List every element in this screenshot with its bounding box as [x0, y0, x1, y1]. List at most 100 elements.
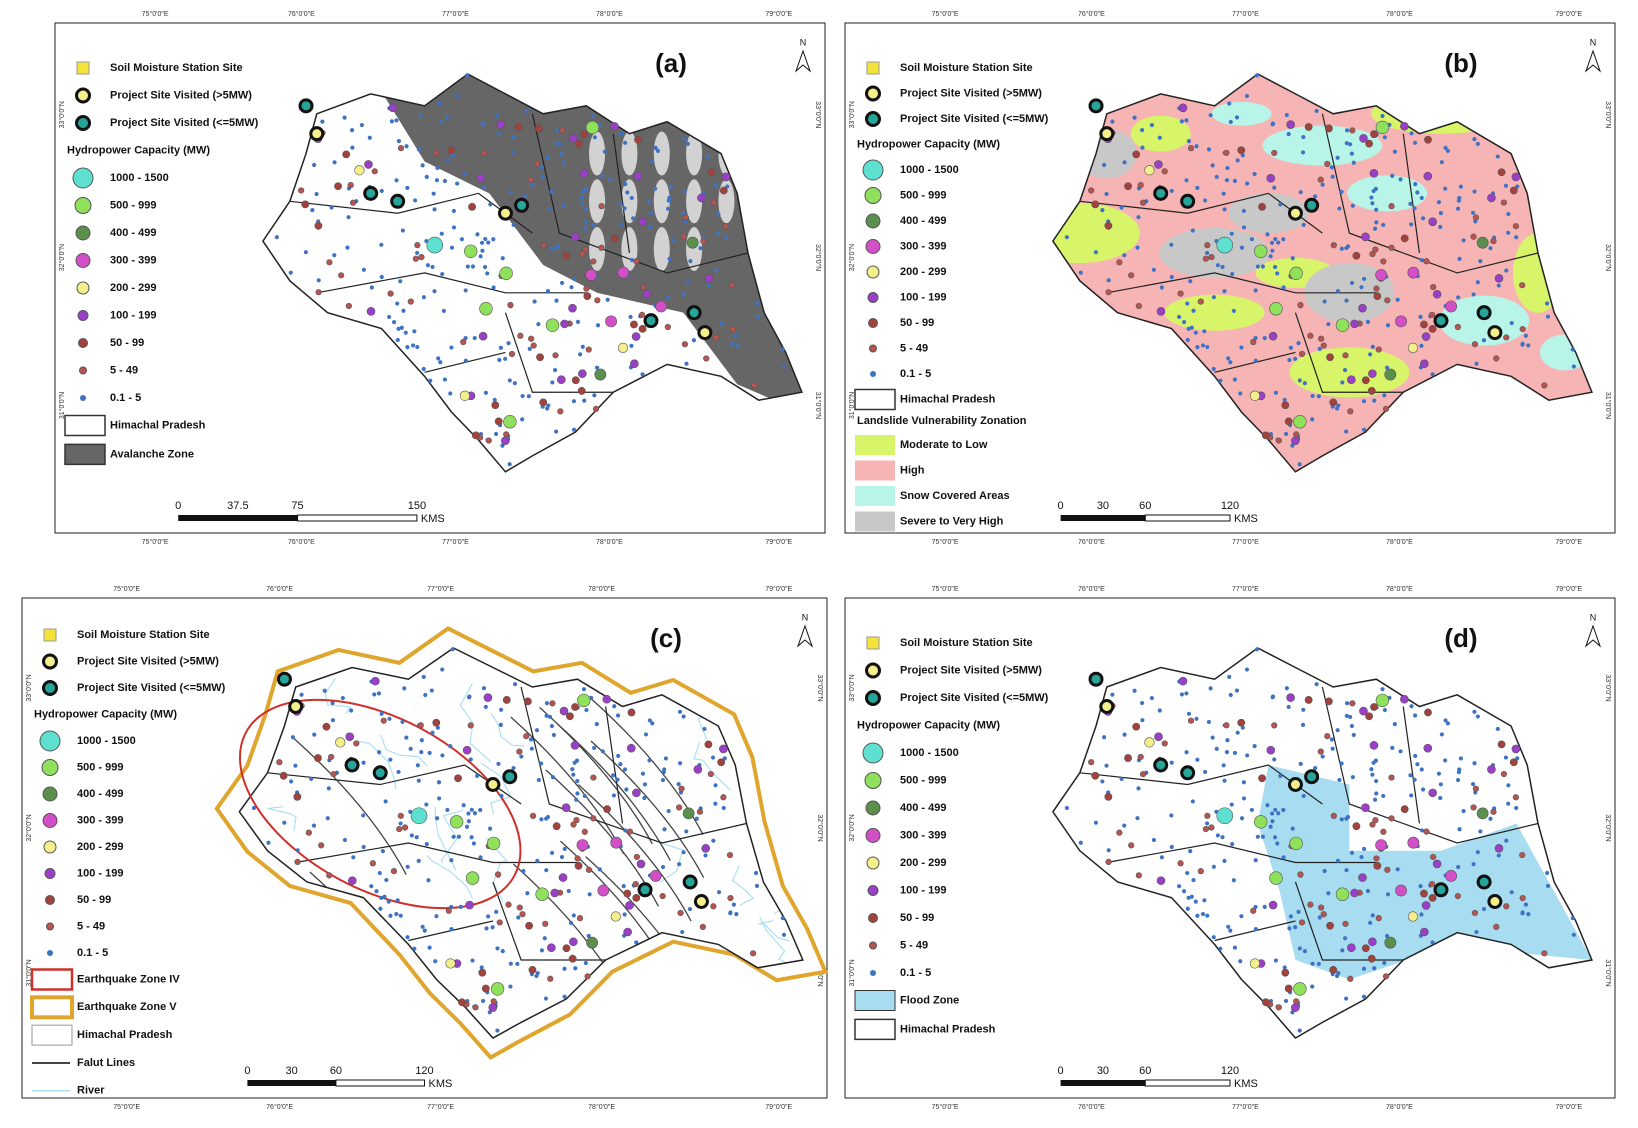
- site-dot: [1206, 719, 1211, 725]
- site-dot: [1359, 134, 1368, 143]
- site-dot: [428, 378, 433, 383]
- site-dot: [1291, 1003, 1300, 1012]
- site-dot: [1361, 803, 1370, 812]
- site-dot: [629, 195, 634, 201]
- fault-line: [577, 784, 692, 922]
- longitude-label: 76°0'0"E: [1078, 10, 1105, 18]
- site-dot: [332, 253, 337, 258]
- site-dot: [1205, 344, 1210, 350]
- site-dot: [334, 182, 342, 191]
- site-dot: [1225, 165, 1230, 171]
- site-dot: [682, 137, 687, 142]
- site-dot: [1475, 280, 1480, 285]
- legend-swatch: [75, 87, 91, 104]
- site-dot: [1365, 139, 1373, 148]
- site-dot: [394, 178, 399, 183]
- site-dot: [1457, 827, 1462, 832]
- site-dot: [1249, 958, 1260, 969]
- site-dot: [1390, 173, 1395, 178]
- legend-label: 50 - 99: [110, 337, 144, 349]
- site-dot: [717, 758, 726, 767]
- site-dot: [494, 417, 503, 426]
- site-dot: [547, 943, 556, 952]
- site-dot: [534, 728, 540, 733]
- site-dot: [714, 268, 719, 273]
- site-dot: [450, 153, 455, 158]
- site-dot: [1281, 285, 1286, 290]
- site-dot: [559, 854, 565, 860]
- site-dot: [1350, 203, 1355, 208]
- site-dot: [1320, 342, 1327, 349]
- site-dot: [1409, 222, 1414, 227]
- site-dot: [1149, 123, 1154, 128]
- site-dot: [590, 815, 597, 822]
- site-dot: [503, 356, 508, 361]
- site-dot: [310, 208, 315, 213]
- visited-site: [1487, 325, 1503, 341]
- legend-swatch: [64, 414, 106, 437]
- longitude-label: 77°0'0"E: [1232, 538, 1259, 546]
- site-dot: [640, 284, 647, 291]
- legend-label: 300 - 399: [900, 240, 946, 252]
- site-dot: [1324, 124, 1333, 133]
- site-dot: [662, 827, 667, 832]
- site-dot: [684, 361, 689, 366]
- site-dot: [405, 185, 410, 190]
- site-dot: [571, 913, 576, 918]
- site-dot: [1124, 754, 1132, 762]
- site-dot: [1128, 272, 1135, 279]
- site-dot: [632, 894, 641, 902]
- site-dot: [1307, 332, 1314, 339]
- site-dot: [1400, 121, 1409, 131]
- site-dot: [1418, 884, 1423, 889]
- site-dot: [1424, 135, 1432, 144]
- visited-site: [485, 777, 501, 792]
- site-dot: [631, 216, 636, 221]
- site-dot: [1135, 302, 1142, 310]
- site-dot: [1471, 292, 1476, 297]
- longitude-label: 77°0'0"E: [427, 1103, 454, 1111]
- site-dot: [1220, 835, 1225, 840]
- site-dot: [1135, 245, 1140, 250]
- site-dot: [1222, 289, 1227, 294]
- site-dot: [511, 222, 516, 227]
- site-dot: [659, 892, 666, 900]
- river: [355, 740, 397, 790]
- site-dot: [1244, 667, 1250, 672]
- site-dot: [1424, 708, 1432, 717]
- site-dot: [1504, 268, 1509, 273]
- legend-label: Project Site Visited (>5MW): [900, 87, 1042, 99]
- site-dot: [367, 135, 372, 140]
- site-dot: [655, 300, 668, 313]
- site-dot: [1177, 314, 1182, 320]
- site-dot: [1132, 115, 1137, 120]
- site-dot: [618, 201, 623, 206]
- site-dot: [632, 880, 639, 888]
- site-dot: [1361, 376, 1370, 385]
- site-dot: [1185, 870, 1190, 876]
- site-dot: [557, 375, 566, 384]
- scale-bar-light: [1144, 1079, 1231, 1087]
- site-dot: [1358, 303, 1367, 313]
- site-dot: [547, 206, 552, 211]
- site-dot: [532, 299, 537, 304]
- longitude-label: 76°0'0"E: [266, 1103, 293, 1111]
- site-dot: [713, 183, 719, 188]
- site-dot: [379, 188, 384, 194]
- north-arrow: [796, 624, 814, 648]
- site-dot: [463, 358, 468, 363]
- site-dot: [1211, 864, 1216, 869]
- visited-site: [288, 699, 304, 714]
- site-dot: [1407, 266, 1420, 279]
- site-dot: [511, 765, 516, 771]
- legend-swatch: [865, 690, 881, 706]
- legend-label: Project Site Visited (>5MW): [110, 89, 252, 101]
- legend-swatch: [79, 366, 87, 375]
- site-dot: [528, 966, 537, 974]
- site-dot: [495, 946, 500, 951]
- site-dot: [1253, 858, 1258, 863]
- site-dot: [1454, 892, 1461, 900]
- site-dot: [483, 704, 488, 710]
- legend-label: Project Site Visited (>5MW): [900, 664, 1042, 676]
- site-dot: [1420, 927, 1429, 937]
